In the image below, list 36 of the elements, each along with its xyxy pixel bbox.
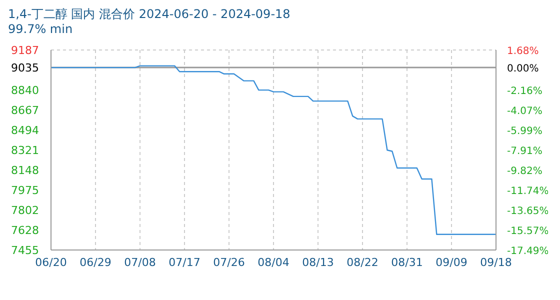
y-tick-label: 8667 xyxy=(11,104,39,118)
y-tick-label: 9035 xyxy=(11,62,39,75)
x-tick-label: 08/22 xyxy=(346,256,378,269)
y2-tick-label: -4.07% xyxy=(507,106,542,117)
x-tick-label: 07/08 xyxy=(124,256,156,269)
y2-tick-label: -5.99% xyxy=(507,126,542,138)
x-tick-label: 06/20 xyxy=(35,256,67,269)
y-tick-label: 8321 xyxy=(11,144,39,157)
x-tick-label: 09/18 xyxy=(480,256,512,269)
y2-tick-label: -2.16% xyxy=(507,86,542,98)
x-tick-label: 08/04 xyxy=(258,256,290,269)
y2-tick-label: -9.82% xyxy=(507,166,542,177)
y-tick-label: 7628 xyxy=(11,224,39,238)
y-tick-label: 9187 xyxy=(11,44,39,57)
x-tick-label: 07/26 xyxy=(213,256,245,269)
chart-subtitle: 99.7% min xyxy=(8,22,73,36)
y-tick-label: 8148 xyxy=(11,164,39,177)
y2-tick-label: -15.57% xyxy=(507,226,549,237)
y2-tick-label: -7.91% xyxy=(507,146,542,158)
x-tick-label: 06/29 xyxy=(80,256,112,269)
y-tick-label: 7455 xyxy=(11,244,39,257)
y-tick-label: 7802 xyxy=(11,204,39,217)
chart-title: 1,4-丁二醇 国内 混合价 2024-06-20 - 2024-09-18 xyxy=(8,6,290,23)
x-tick-label: 08/13 xyxy=(302,256,334,269)
line-series xyxy=(51,65,496,236)
y-tick-label: 8840 xyxy=(11,84,39,98)
y-tick-label: 8494 xyxy=(11,124,39,138)
x-tick-label: 08/31 xyxy=(391,256,423,269)
y2-tick-label: 1.68% xyxy=(507,46,539,57)
y2-tick-label: -11.74% xyxy=(507,186,549,198)
x-tick-label: 09/09 xyxy=(436,256,468,269)
y2-tick-label: -17.49% xyxy=(507,246,549,257)
y-tick-label: 7975 xyxy=(11,184,39,197)
x-tick-label: 07/17 xyxy=(168,256,200,269)
y2-tick-label: -13.65% xyxy=(507,206,549,217)
y2-tick-label: 0.00% xyxy=(507,64,539,75)
